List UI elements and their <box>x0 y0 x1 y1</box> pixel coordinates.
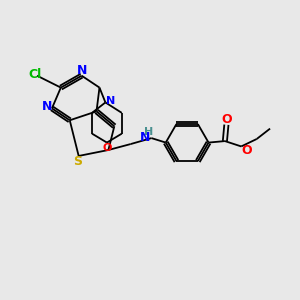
Text: N: N <box>140 131 150 144</box>
Text: Cl: Cl <box>28 68 41 81</box>
Text: S: S <box>74 155 82 168</box>
Text: N: N <box>76 64 87 77</box>
Text: N: N <box>106 96 116 106</box>
Text: N: N <box>41 100 52 113</box>
Text: O: O <box>241 144 252 157</box>
Text: O: O <box>222 113 232 127</box>
Text: O: O <box>102 143 112 153</box>
Text: H: H <box>145 127 154 136</box>
